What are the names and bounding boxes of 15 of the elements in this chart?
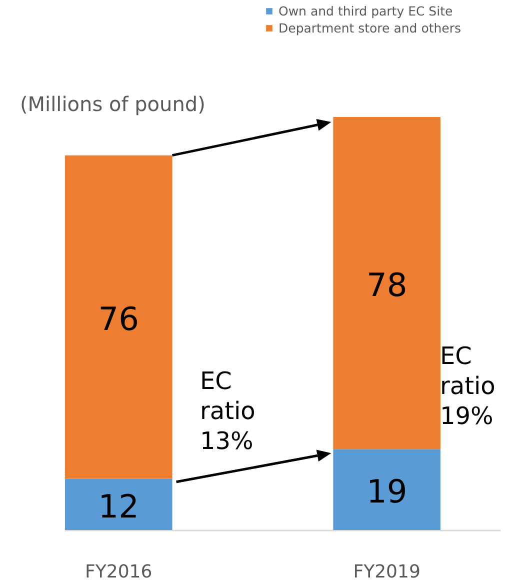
annotation: EC ratio 19% xyxy=(440,342,496,430)
data-label: 12 xyxy=(98,487,139,526)
legend-label: Department store and others xyxy=(278,20,462,36)
bar xyxy=(333,449,440,530)
bar xyxy=(65,155,172,479)
legend-label: Own and third party EC Site xyxy=(278,3,453,18)
data-label: 19 xyxy=(366,472,408,511)
annotation: EC ratio 13% xyxy=(200,367,256,455)
data-label: 76 xyxy=(98,300,139,338)
x-tick-label: FY2019 xyxy=(353,562,420,582)
bar xyxy=(65,478,172,530)
data-label: 78 xyxy=(366,266,408,304)
bar xyxy=(333,117,440,450)
text: (Millions of pound) xyxy=(20,92,206,116)
x-tick-label: FY2016 xyxy=(85,562,152,582)
